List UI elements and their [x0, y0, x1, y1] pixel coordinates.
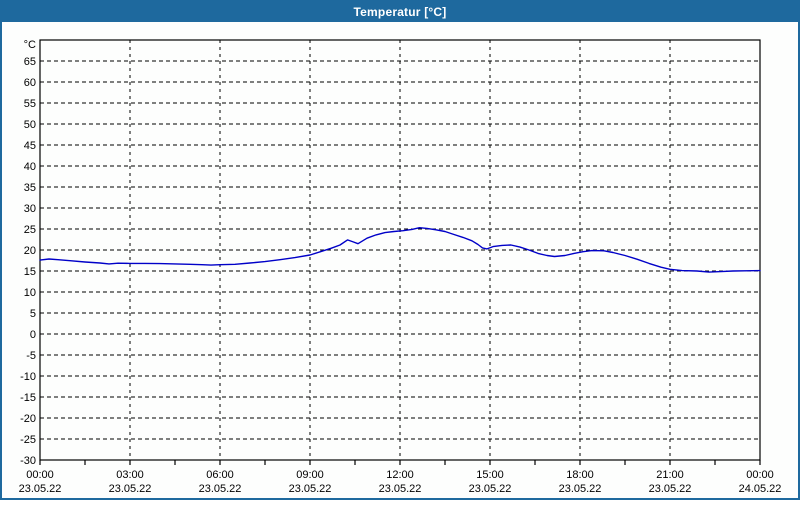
temperature-line: [39, 226, 761, 273]
window-title: Temperatur [°C]: [353, 5, 447, 19]
x-tick-time: 18:00: [566, 469, 594, 481]
y-axis-unit-label: °C: [24, 39, 36, 51]
y-tick-label: 45: [24, 140, 36, 152]
x-tick-time: 06:00: [206, 469, 234, 481]
y-tick-label: 40: [24, 161, 36, 173]
x-tick-date: 23.05.22: [109, 483, 152, 495]
x-tick-date: 23.05.22: [289, 483, 332, 495]
y-tick-label: -10: [20, 371, 36, 383]
y-tick-label: 5: [30, 308, 36, 320]
x-tick-time: 03:00: [116, 469, 144, 481]
window-titlebar: Temperatur [°C]: [2, 2, 798, 22]
y-tick-label: 30: [24, 203, 36, 215]
y-tick-label: 20: [24, 245, 36, 257]
y-tick-label: 35: [24, 182, 36, 194]
y-tick-label: -20: [20, 413, 36, 425]
x-tick-time: 15:00: [476, 469, 504, 481]
y-tick-label: 10: [24, 287, 36, 299]
y-tick-label: -30: [20, 455, 36, 467]
x-tick-date: 23.05.22: [559, 483, 602, 495]
x-tick-date: 23.05.22: [199, 483, 242, 495]
y-tick-label: 60: [24, 77, 36, 89]
y-tick-label: 65: [24, 56, 36, 68]
y-tick-label: 50: [24, 119, 36, 131]
y-tick-label: 15: [24, 266, 36, 278]
x-tick-date: 23.05.22: [19, 483, 62, 495]
x-tick-date: 24.05.22: [739, 483, 782, 495]
y-tick-label: 25: [24, 224, 36, 236]
x-tick-time: 00:00: [746, 469, 774, 481]
x-tick-date: 23.05.22: [379, 483, 422, 495]
x-tick-date: 23.05.22: [469, 483, 512, 495]
y-tick-label: 0: [30, 329, 36, 341]
x-tick-time: 09:00: [296, 469, 324, 481]
x-tick-time: 21:00: [656, 469, 684, 481]
x-tick-time: 00:00: [26, 469, 54, 481]
x-tick-date: 23.05.22: [649, 483, 692, 495]
y-tick-label: -15: [20, 392, 36, 404]
y-tick-label: -25: [20, 434, 36, 446]
y-tick-label: 55: [24, 98, 36, 110]
x-tick-time: 12:00: [386, 469, 414, 481]
y-tick-label: -5: [26, 350, 36, 362]
